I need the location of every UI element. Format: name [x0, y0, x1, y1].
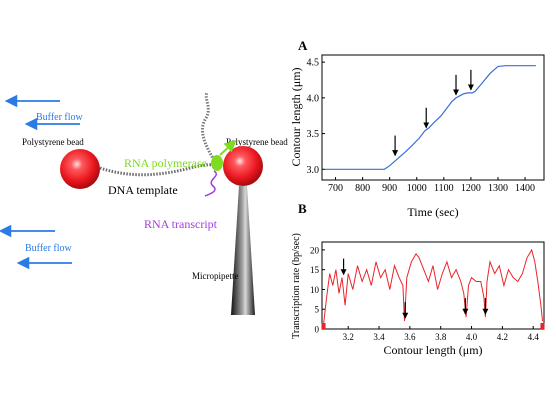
x-tick-label: 800 [355, 183, 370, 194]
left-polystyrene-bead [60, 149, 100, 189]
x-tick-label: 1100 [434, 183, 454, 194]
panel-a-xlabel: Time (sec) [407, 205, 458, 219]
panel-b-chart: B 3.2 3.4 3.6 3.8 4.0 4.2 4.4 0 5 10 15 20 Contour … [291, 201, 545, 357]
rna-transcript-label: RNA transcript [144, 217, 218, 231]
y-tick-label: 20 [310, 245, 320, 255]
panel-b-xlabel: Contour length (μm) [383, 343, 482, 357]
panel-b-ylabel: Transcription rate (bp/sec) [291, 233, 302, 339]
x-tick-label: 4.2 [497, 332, 508, 342]
panel-a-letter: A [298, 38, 308, 53]
dna-template-label: DNA template [108, 183, 178, 197]
x-tick-label: 4.0 [466, 332, 478, 342]
y-tick-label: 3.0 [307, 165, 320, 176]
x-tick-label: 3.6 [404, 332, 416, 342]
endpoint-mark [321, 323, 326, 329]
rna-transcript-icon [204, 170, 217, 197]
nascent-rna-strand [201, 91, 216, 161]
panel-b-letter: B [298, 201, 307, 216]
right-polystyrene-bead [223, 146, 263, 186]
panel-b-series-line [323, 248, 543, 326]
endpoint-mark [540, 323, 545, 329]
micropipette [231, 186, 255, 315]
micropipette-label: Micropipette [192, 271, 239, 281]
panel-a-chart: A 700 800 900 1000 1100 1200 1300 1400 3.0 3.5 4.0… [289, 38, 545, 219]
experiment-diagram: Buffer flow Buffer flow Polystyrene bead… [0, 91, 288, 315]
rna-polymerase-label: RNA polymerase [124, 156, 207, 170]
x-tick-label: 1300 [488, 183, 508, 194]
x-tick-label: 900 [382, 183, 397, 194]
panel-a-frame [321, 54, 545, 181]
polymerase-direction-arrow-icon [219, 139, 237, 156]
x-tick-label: 1000 [407, 183, 427, 194]
x-tick-label: 4.4 [528, 332, 540, 342]
y-tick-label: 3.5 [307, 129, 320, 140]
rna-polymerase-icon [211, 155, 223, 171]
x-tick-label: 3.4 [373, 332, 385, 342]
x-tick-label: 3.8 [435, 332, 447, 342]
y-tick-label: 15 [310, 265, 320, 275]
y-tick-label: 4.5 [307, 58, 320, 69]
y-tick-label: 10 [310, 285, 320, 295]
buffer-flow-label-bottom: Buffer flow [25, 243, 73, 254]
panel-b-frame [321, 241, 545, 330]
x-tick-label: 3.2 [343, 332, 354, 342]
x-tick-label: 1400 [515, 183, 535, 194]
y-tick-label: 4.0 [307, 93, 320, 104]
x-tick-label: 1200 [461, 183, 481, 194]
y-tick-label: 0 [315, 325, 320, 335]
x-tick-label: 700 [328, 183, 343, 194]
panel-a-ylabel: Contour length (μm) [289, 67, 303, 166]
panel-a-series-line [324, 65, 536, 170]
buffer-flow-label-top: Buffer flow [36, 112, 84, 123]
right-bead-label: Polystyrene bead [226, 137, 288, 147]
y-tick-label: 5 [315, 305, 320, 315]
left-bead-label: Polystyrene bead [22, 137, 84, 147]
